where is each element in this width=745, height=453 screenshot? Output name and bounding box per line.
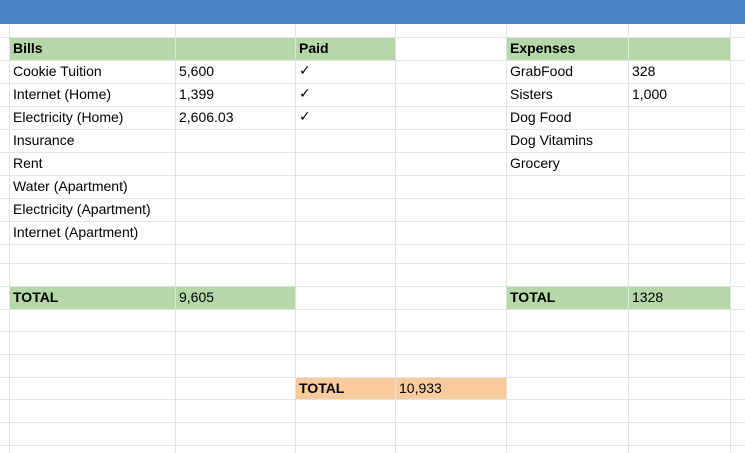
bill-amount-cell[interactable]: 2,606.03: [179, 109, 234, 125]
bill-paid-check[interactable]: ✓: [299, 63, 311, 79]
bill-name-cell[interactable]: Internet (Apartment): [13, 224, 139, 240]
expense-name-cell[interactable]: GrabFood: [510, 63, 574, 79]
bills-header-fill: [9, 38, 295, 60]
sheet-top-bar: [0, 0, 745, 24]
expense-name-cell[interactable]: Dog Vitamins: [510, 132, 594, 148]
bill-paid-check[interactable]: ✓: [299, 109, 311, 125]
expense-name-cell[interactable]: Grocery: [510, 155, 560, 171]
bills-total-fill: [9, 286, 295, 309]
paid-header[interactable]: Paid: [299, 40, 329, 56]
bill-amount-cell[interactable]: 5,600: [179, 63, 215, 79]
bill-amount-cell[interactable]: 1,399: [179, 86, 215, 102]
sheet-gap-row: [0, 24, 745, 38]
expense-amount-cell[interactable]: 328: [632, 63, 656, 79]
grand-total-fill: [295, 377, 506, 399]
bill-name-cell[interactable]: Electricity (Apartment): [13, 201, 151, 217]
expenses-total-value[interactable]: 1328: [632, 289, 664, 305]
expenses-header[interactable]: Expenses: [510, 40, 576, 56]
bill-name-cell[interactable]: Insurance: [13, 132, 75, 148]
bill-name-cell[interactable]: Water (Apartment): [13, 178, 128, 194]
bill-name-cell[interactable]: Rent: [13, 155, 43, 171]
bill-paid-check[interactable]: ✓: [299, 86, 311, 102]
expense-name-cell[interactable]: Dog Food: [510, 109, 572, 125]
bill-name-cell[interactable]: Electricity (Home): [13, 109, 124, 125]
grand-total-label[interactable]: TOTAL: [299, 380, 345, 396]
expense-name-cell[interactable]: Sisters: [510, 86, 553, 102]
expenses-total-label[interactable]: TOTAL: [510, 289, 556, 305]
bills-total-label[interactable]: TOTAL: [13, 289, 59, 305]
paid-header-fill: [295, 38, 395, 60]
expenses-header-fill: [506, 38, 730, 60]
bill-name-cell[interactable]: Cookie Tuition: [13, 63, 102, 79]
bills-header[interactable]: Bills: [13, 40, 43, 56]
grand-total-value[interactable]: 10,933: [399, 380, 442, 396]
bill-name-cell[interactable]: Internet (Home): [13, 86, 112, 102]
bills-total-value[interactable]: 9,605: [179, 289, 215, 305]
expense-amount-cell[interactable]: 1,000: [632, 86, 668, 102]
expenses-total-fill: [506, 286, 730, 309]
